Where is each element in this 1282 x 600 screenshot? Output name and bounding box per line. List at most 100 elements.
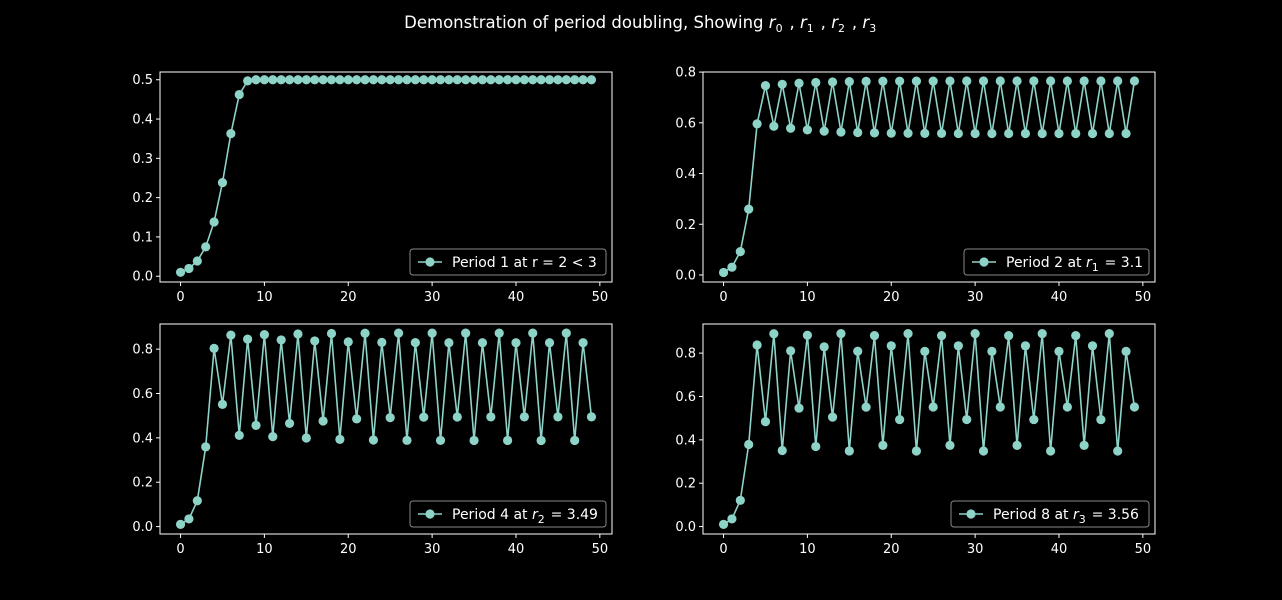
x-tick-label: 30 [967, 290, 984, 305]
x-tick-label: 40 [508, 290, 525, 305]
data-point [477, 75, 488, 85]
x-tick-label: 50 [1135, 290, 1152, 305]
data-point [544, 338, 555, 348]
subplot-4: 0 10 20 30 40 50 0.0 0.2 0.4 0.6 0.8 Period 8 at r3… [675, 323, 1156, 557]
x-tick-label: 20 [883, 542, 900, 557]
data-point [326, 328, 337, 339]
data-point [936, 331, 947, 341]
data-point [962, 414, 972, 425]
y-tick-label: 0.2 [132, 476, 153, 491]
data-point [1121, 346, 1131, 356]
data-point [936, 128, 947, 139]
title-part-subscript-5: 1 [807, 22, 814, 35]
data-point [184, 263, 194, 274]
x-tick-label: 30 [424, 542, 441, 557]
data-point [503, 435, 513, 446]
data-point [1087, 341, 1098, 351]
data-point [343, 75, 353, 85]
data-point [519, 75, 529, 85]
data-point [259, 329, 269, 340]
data-point [419, 75, 429, 85]
legend: Period 2 at r1 = 3.1 [963, 248, 1150, 276]
data-point [486, 75, 496, 85]
data-point [962, 76, 972, 86]
data-point [735, 246, 745, 257]
data-point [469, 75, 479, 85]
data-point [276, 335, 286, 345]
data-point [827, 77, 838, 87]
legend-part-var-1: r [1073, 507, 1080, 523]
data-point [352, 414, 362, 424]
data-point [201, 442, 211, 452]
data-point [335, 75, 345, 85]
legend-box [409, 500, 607, 528]
data-point [486, 412, 496, 422]
title-part-text-3: , [784, 13, 800, 32]
data-point [786, 346, 796, 356]
x-tick-label: 40 [1051, 290, 1068, 305]
legend-box [409, 248, 607, 276]
data-point [318, 75, 328, 85]
data-point [1037, 329, 1047, 339]
data-point [435, 75, 446, 85]
data-point [570, 435, 580, 446]
data-point [318, 416, 328, 426]
legend-part-text-3: = 3.56 [1087, 507, 1139, 523]
data-point [402, 435, 412, 445]
data-point [953, 341, 963, 351]
data-point [511, 75, 521, 85]
data-point [735, 495, 745, 505]
data-point [251, 75, 261, 85]
data-point [777, 445, 787, 456]
data-point [503, 75, 513, 85]
title-part-var-10: r [862, 13, 870, 32]
data-point [878, 76, 888, 86]
data-point [844, 446, 854, 456]
data-point [528, 75, 538, 85]
data-point [836, 127, 846, 137]
data-point [861, 76, 871, 87]
series-line [180, 333, 593, 526]
data-point [427, 328, 437, 338]
data-point [928, 402, 938, 412]
x-tick-label: 30 [967, 542, 984, 557]
y-tick-label: 0.1 [132, 230, 153, 245]
data-point [978, 76, 989, 86]
data-point [1054, 346, 1064, 356]
data-point [769, 329, 779, 339]
data-point [886, 341, 896, 351]
axes-frame [159, 71, 613, 283]
title-part-text-6: , [815, 13, 831, 32]
title-part-subscript-2: 0 [776, 22, 783, 35]
legend-label: Period 8 at r3 = 3.56 [993, 507, 1139, 526]
data-point [1071, 331, 1081, 341]
x-tick-label: 0 [719, 542, 727, 557]
data-point [326, 75, 337, 85]
data-point [284, 75, 295, 85]
y-tick-label: 0.8 [675, 66, 696, 81]
data-point [192, 256, 202, 266]
data-point [586, 75, 597, 85]
data-point [853, 127, 863, 138]
x-tick-label: 10 [799, 542, 816, 557]
x-tick-label: 50 [592, 290, 609, 305]
x-tick-label: 10 [256, 290, 273, 305]
data-point [802, 330, 813, 340]
data-point [419, 412, 429, 422]
x-tick-label: 10 [799, 290, 816, 305]
data-point [175, 519, 186, 529]
data-point [1012, 76, 1022, 86]
legend: Period 1 at r = 2 < 3 [409, 248, 607, 276]
legend-part-var-1: r [1086, 255, 1093, 271]
data-point [276, 75, 286, 85]
x-tick-label: 0 [719, 290, 727, 305]
data-point [760, 416, 771, 427]
data-point [578, 338, 588, 348]
legend-box [950, 500, 1150, 528]
data-point [528, 328, 538, 338]
y-tick-label: 0.8 [132, 343, 153, 358]
legend-marker-swatch [425, 509, 435, 519]
data-point [561, 75, 571, 85]
data-point [869, 331, 880, 341]
